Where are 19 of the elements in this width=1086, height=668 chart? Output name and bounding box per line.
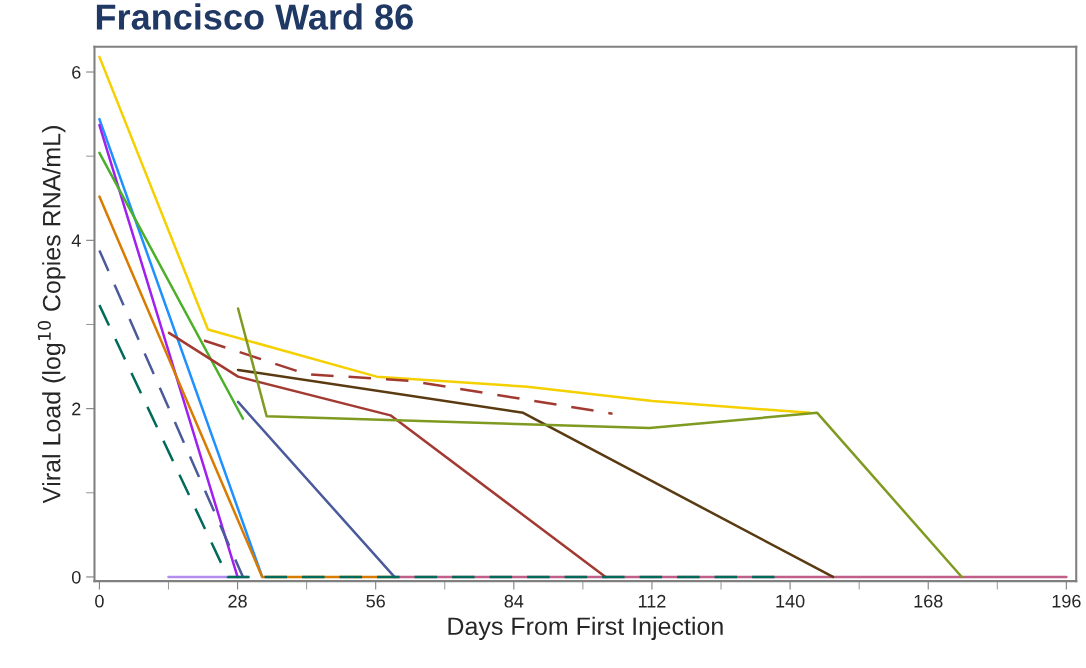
y-tick-label: 0 <box>71 570 81 584</box>
x-tick-label: 140 <box>776 594 805 608</box>
x-tick-label: 196 <box>1052 594 1081 608</box>
y-tick-label: 2 <box>72 402 81 416</box>
x-tick-label: 84 <box>504 594 524 608</box>
line-series <box>202 339 614 415</box>
x-tick-label: 28 <box>228 594 247 608</box>
x-tick-label: 56 <box>366 594 385 608</box>
line-series <box>98 55 812 415</box>
y-tick-label: 6 <box>72 65 81 79</box>
x-axis-title: Days From First Injection <box>448 616 723 641</box>
chart-title: Francisco Ward 86 <box>96 3 413 30</box>
line-series <box>167 331 607 579</box>
y-tick-label: 4 <box>71 234 81 247</box>
x-tick-label: 0 <box>95 594 104 608</box>
y-axis-title: Viral Load (log$^{10}$ Copies RNA/mL) <box>37 126 66 504</box>
line-series <box>236 307 964 579</box>
x-tick-label: 168 <box>914 594 943 608</box>
x-tick-label: 112 <box>638 594 666 608</box>
